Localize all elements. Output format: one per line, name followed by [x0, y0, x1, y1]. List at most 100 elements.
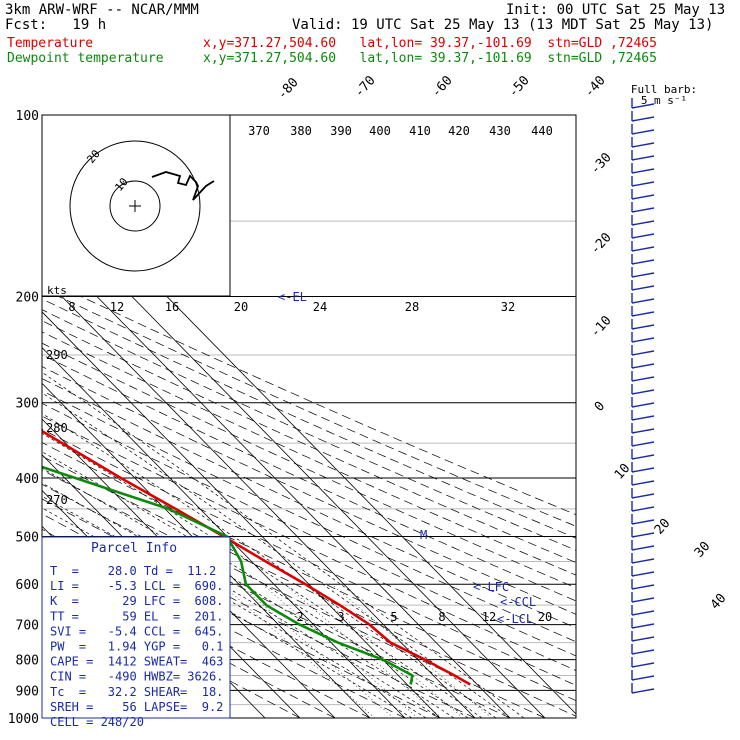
wind-barb [631, 493, 655, 499]
pressure-tick-label: 200 [16, 291, 39, 306]
parcel-info-title: Parcel Info [91, 541, 177, 556]
barb-key-title: Full barb: [631, 83, 697, 96]
dry-adiabat [42, 442, 576, 701]
hodograph-units-label: kts [47, 284, 67, 297]
hodograph-ring-20 [69, 140, 201, 272]
pressure-tick-label: 500 [16, 530, 39, 545]
wind-barb [631, 584, 655, 590]
mixing-ratio-line [304, 583, 464, 718]
wind-barb [631, 480, 655, 486]
mixing-ratio-label: 5 [390, 610, 397, 624]
wind-barb [631, 467, 655, 473]
wind-barb [631, 623, 655, 629]
isotherm-label: 0 [592, 399, 608, 415]
theta-scale-label: 380 [290, 124, 312, 138]
isotherm [42, 382, 371, 718]
parcel-info-row: PW = 1.94 YGP = 0.1 [50, 640, 223, 654]
wind-barbs [631, 98, 655, 694]
wind-barb [631, 532, 655, 538]
parcel-info-frame [41, 536, 231, 719]
isotherm [42, 275, 476, 718]
mixing-ratio-label: 8 [438, 610, 445, 624]
theta-scale-label: 400 [369, 124, 391, 138]
mixing-ratio-label: 20 [538, 610, 552, 624]
isotherm-label: -10 [588, 313, 615, 340]
isotherm-label: -50 [506, 73, 533, 100]
temperature-location: x,y=371.27,504.60 lat,lon= 39.37,-101.69… [203, 36, 657, 51]
theta-label: 290 [46, 348, 68, 362]
wind-barb [631, 233, 655, 239]
dry-adiabat [42, 428, 576, 686]
model-title: 3km ARW-WRF -- NCAR/MMM [5, 2, 199, 18]
forecast-hour: Fcst: 19 h [5, 17, 107, 33]
isotherm-label: 40 [708, 591, 730, 613]
isotherm-label: 20 [652, 516, 674, 538]
speed-scale-label: 8 [68, 300, 75, 314]
dry-adiabat [42, 277, 576, 516]
wind-barb [631, 285, 655, 291]
pressure-tick-label: 100 [16, 109, 39, 124]
legend-dewpoint: Dewpoint temperature [7, 51, 164, 66]
wind-barb [631, 454, 655, 460]
dry-adiabat [42, 320, 576, 563]
dry-adiabat [42, 342, 576, 589]
isotherm [42, 311, 441, 718]
wind-barb [631, 103, 655, 109]
annotation-label: M [420, 528, 427, 542]
wind-barb [631, 168, 655, 174]
mixing-ratio-label: 2 [296, 610, 303, 624]
parcel-info-box [41, 536, 231, 719]
wind-barb [631, 402, 655, 408]
wind-barb [631, 376, 655, 382]
wind-barb [631, 311, 655, 317]
isotherm-label: -40 [582, 73, 609, 100]
isotherm-label: 10 [612, 461, 634, 483]
parcel-info-row: Tc = 32.2 SHEAR= 18. [50, 685, 223, 699]
wind-barb [631, 220, 655, 226]
wind-barb [631, 597, 655, 603]
wind-barb [631, 142, 655, 148]
pressure-tick-label: 400 [16, 472, 39, 487]
mixing-ratio-label: 12 [482, 610, 496, 624]
isotherm-label: -80 [275, 75, 302, 102]
pressure-tick-label: 800 [16, 654, 39, 669]
wind-barb [631, 506, 655, 512]
speed-scale-label: 28 [405, 300, 419, 314]
dry-adiabat [42, 455, 576, 717]
wind-barb [631, 610, 655, 616]
wind-barb [631, 649, 655, 655]
speed-scale-label: 12 [110, 300, 124, 314]
annotation-label: <-EL [278, 290, 307, 304]
parcel-info-row: LI = -5.3 LCL = 690. [50, 579, 223, 593]
moist-adiabat [42, 433, 483, 718]
speed-scale-label: 24 [313, 300, 327, 314]
dry-adiabat [42, 415, 576, 671]
valid-time: Valid: 19 UTC Sat 25 May 13 (13 MDT Sat … [292, 17, 714, 33]
pressure-tick-label: 900 [16, 684, 39, 699]
theta-scale-label: 440 [531, 124, 553, 138]
wind-barb [631, 324, 655, 330]
wind-barb [631, 129, 655, 135]
theta-scale-label: 420 [448, 124, 470, 138]
isotherm [42, 418, 336, 718]
parcel-info-row: TT = 59 EL = 201. [50, 609, 223, 623]
wind-barb [631, 675, 655, 681]
isotherm-label: -30 [588, 150, 615, 177]
wind-barb [631, 181, 655, 187]
theta-scale-label: 410 [409, 124, 431, 138]
wind-barb [631, 246, 655, 252]
isotherm [42, 347, 406, 718]
wind-barb [631, 155, 655, 161]
annotation-label: <-LCL [497, 612, 533, 626]
isotherm-label: -20 [588, 230, 615, 257]
pressure-tick-label: 700 [16, 619, 39, 634]
init-time: Init: 00 UTC Sat 25 May 13 [506, 2, 726, 18]
wind-barb [631, 194, 655, 200]
dry-adiabat [42, 331, 576, 576]
dry-adiabat [42, 402, 576, 657]
theta-label: 280 [46, 421, 68, 435]
wind-barb [631, 662, 655, 668]
parcel-info-row: T = 28.0 Td = 11.2 [50, 564, 216, 578]
